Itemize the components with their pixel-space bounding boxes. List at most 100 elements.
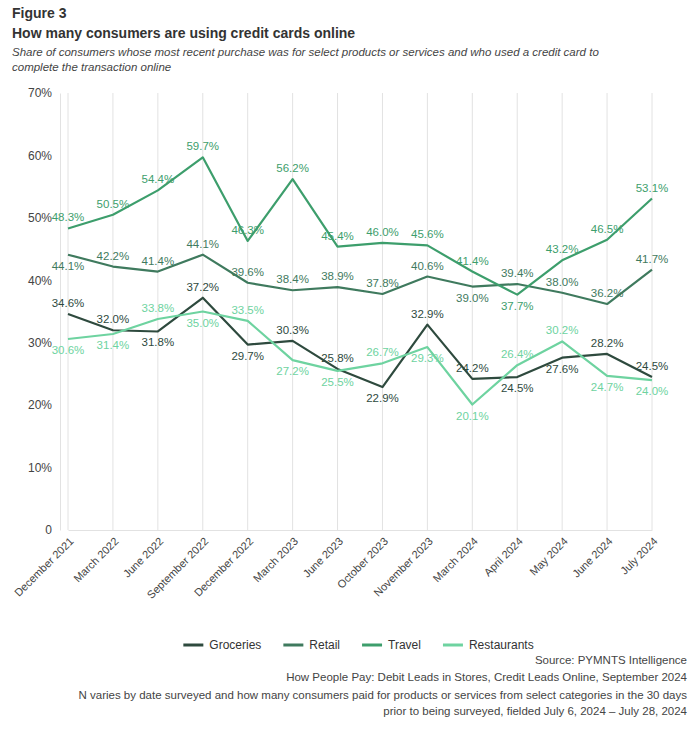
y-tick: 70% <box>28 86 60 100</box>
y-tick-label: 40% <box>28 274 52 288</box>
x-tick: December 2022 <box>192 530 256 599</box>
x-tick-label: May 2024 <box>527 535 570 578</box>
data-label: 33.8% <box>142 302 175 314</box>
data-label: 37.2% <box>186 281 219 293</box>
legend-label: Retail <box>309 638 340 652</box>
data-label: 24.5% <box>501 382 534 394</box>
x-tick-label: March 2024 <box>430 535 480 585</box>
grid <box>68 93 652 530</box>
data-label: 37.7% <box>501 300 534 312</box>
legend-item: Retail <box>283 638 340 652</box>
grid-line <box>562 93 563 530</box>
x-tick: March 2022 <box>71 530 121 585</box>
data-label: 34.6% <box>52 297 85 309</box>
data-label: 59.7% <box>186 140 219 152</box>
y-axis-line <box>60 94 61 531</box>
data-label: 32.0% <box>97 313 130 325</box>
x-axis-line <box>69 530 653 531</box>
caption: complete the transaction online <box>12 61 171 73</box>
data-label: 38.4% <box>276 273 309 285</box>
data-label: 48.3% <box>52 211 85 223</box>
y-tick: 40% <box>28 274 60 288</box>
data-label: 41.7% <box>636 253 669 265</box>
data-label: 24.0% <box>636 385 669 397</box>
y-tick-label: 30% <box>28 336 52 350</box>
data-label: 45.4% <box>321 230 354 242</box>
x-tick: April 2024 <box>481 530 525 578</box>
legend-swatch <box>443 644 463 647</box>
data-label: 24.2% <box>456 362 489 374</box>
data-label: 53.1% <box>636 182 669 194</box>
y-tick: 10% <box>28 461 60 475</box>
x-tick-label: July 2024 <box>618 535 660 577</box>
data-label: 44.1% <box>52 260 85 272</box>
series-line <box>68 255 652 304</box>
y-tick-label: 50% <box>28 211 52 225</box>
x-tick: March 2024 <box>430 530 480 585</box>
y-tick: 20% <box>28 398 60 412</box>
data-label: 27.6% <box>546 363 579 375</box>
x-tick: June 2023 <box>300 530 345 580</box>
data-label: 50.5% <box>97 198 130 210</box>
data-label: 22.9% <box>366 392 399 404</box>
x-tick: June 2022 <box>121 530 166 580</box>
lines <box>68 157 652 404</box>
x-tick-label: June 2024 <box>570 535 615 580</box>
data-label: 31.8% <box>142 336 175 348</box>
y-axis: 0 10% 20% 30% 40% 50% 60% 70% <box>28 86 61 537</box>
data-label: 46.0% <box>366 226 399 238</box>
source-note: N varies by date surveyed and how many c… <box>78 689 687 701</box>
data-label: 33.5% <box>231 304 264 316</box>
y-tick: 0 <box>45 523 60 537</box>
source-note: prior to being surveyed, fielded July 6,… <box>383 705 687 717</box>
data-label: 41.4% <box>456 255 489 267</box>
x-tick-label: December 2022 <box>192 535 256 599</box>
data-label: 54.4% <box>142 173 175 185</box>
legend: GroceriesRetailTravelRestaurants <box>183 638 533 652</box>
y-tick: 60% <box>28 149 60 163</box>
data-label: 44.1% <box>186 238 219 250</box>
x-tick-label: November 2023 <box>371 535 435 599</box>
data-label: 39.4% <box>501 267 534 279</box>
data-label: 29.7% <box>231 350 264 362</box>
grid-line <box>472 93 473 530</box>
legend-item: Travel <box>362 638 421 652</box>
legend-label: Groceries <box>209 638 261 652</box>
data-label: 26.4% <box>501 348 534 360</box>
data-label: 24.5% <box>636 360 669 372</box>
x-tick-label: June 2022 <box>121 535 166 580</box>
y-tick-label: 20% <box>28 398 52 412</box>
data-labels: 34.6%32.0%31.8%37.2%29.7%30.3%25.8%22.9%… <box>52 140 669 421</box>
chart: Figure 3How many consumers are using cre… <box>0 0 697 738</box>
grid-line <box>382 93 383 530</box>
x-tick: July 2024 <box>618 530 660 577</box>
data-label: 56.2% <box>276 162 309 174</box>
x-tick: December 2021 <box>12 530 76 599</box>
data-label: 45.6% <box>411 228 444 240</box>
legend-label: Travel <box>388 638 421 652</box>
data-label: 30.2% <box>546 324 579 336</box>
x-tick: November 2023 <box>371 530 435 599</box>
data-label: 24.7% <box>591 381 624 393</box>
x-tick-label: March 2022 <box>71 535 121 585</box>
x-axis: December 2021March 2022June 2022Septembe… <box>12 530 660 601</box>
y-tick-label: 10% <box>28 461 52 475</box>
series-line <box>68 157 652 294</box>
data-label: 20.1% <box>456 410 489 422</box>
subtitle: How many consumers are using credit card… <box>12 25 355 41</box>
x-tick-label: December 2021 <box>12 535 76 599</box>
y-tick-label: 70% <box>28 86 52 100</box>
x-tick: May 2024 <box>527 530 570 578</box>
data-label: 26.7% <box>366 346 399 358</box>
legend-swatch <box>283 644 303 647</box>
x-tick-label: June 2023 <box>300 535 345 580</box>
series-line <box>68 312 652 405</box>
data-label: 31.4% <box>97 339 130 351</box>
caption: Share of consumers whose most recent pur… <box>12 46 599 58</box>
data-label: 27.2% <box>276 365 309 377</box>
grid-line <box>68 93 69 530</box>
y-tick-label: 0 <box>45 523 52 537</box>
grid-line <box>652 93 653 530</box>
data-label: 46.5% <box>591 223 624 235</box>
legend-item: Groceries <box>183 638 261 652</box>
